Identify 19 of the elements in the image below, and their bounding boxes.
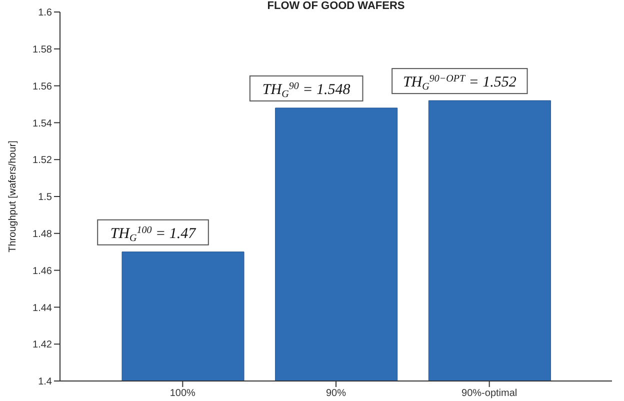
y-tick-label: 1.58 [32,44,52,56]
y-tick-label: 1.4 [38,376,52,388]
y-tick-label: 1.42 [32,340,52,351]
data-label: TH$_{G}$$^{90}$ = 1.548 [262,80,351,100]
data-label: TH$_{G}$$^{90−OPT}$ = 1.552 [402,73,517,92]
y-tick-label: 1.52 [32,155,52,166]
chart-title: FLOW OF GOOD WAFERS [266,0,406,12]
y-tick-label: 1.44 [32,302,52,314]
y-axis-title: Throughput [wafers/hour] [8,140,19,252]
y-tick-label: 1.6 [38,8,52,19]
x-tick-label: 100% [170,388,196,400]
y-tick-label: 1.48 [32,228,52,240]
y-tick-label: 1.54 [32,118,52,130]
data-label: TH$_{G}$$^{100}$ = 1.47 [110,224,198,244]
x-tick-label: 90%-optimal [462,388,518,400]
y-tick-label: 1.5 [38,192,52,204]
x-tick-label: 90% [326,388,346,400]
y-tick-label: 1.56 [32,81,52,92]
y-tick-label: 1.46 [32,266,52,277]
